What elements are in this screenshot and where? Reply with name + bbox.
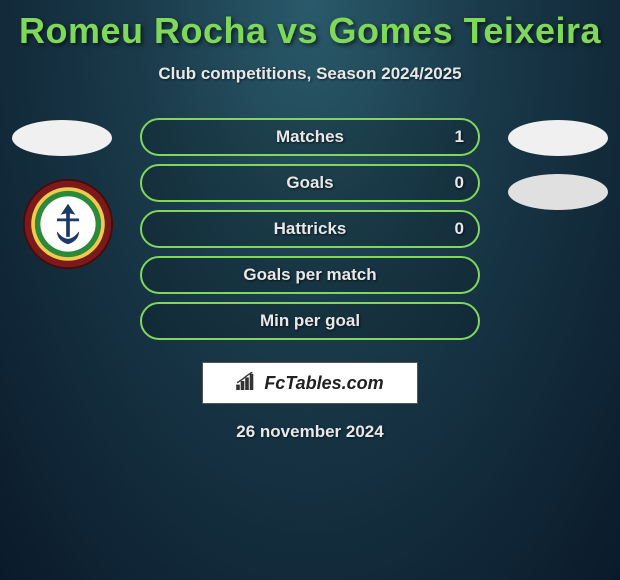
stat-row-goals-per-match: Goals per match	[140, 256, 480, 294]
stat-row-hattricks: Hattricks 0	[140, 210, 480, 248]
stat-right-value: 0	[455, 173, 464, 193]
stat-label: Goals	[286, 173, 333, 193]
brand-text: FcTables.com	[264, 373, 383, 394]
stats-container: Matches 1 Goals 0 Hattricks 0 Goals per …	[140, 118, 480, 348]
generation-date: 26 november 2024	[0, 422, 620, 442]
stat-row-goals: Goals 0	[140, 164, 480, 202]
stat-row-matches: Matches 1	[140, 118, 480, 156]
stat-right-value: 1	[455, 127, 464, 147]
page-subtitle: Club competitions, Season 2024/2025	[0, 64, 620, 84]
stat-label: Matches	[276, 127, 344, 147]
player-left-avatar	[12, 120, 112, 156]
player-right-avatar	[508, 120, 608, 156]
stat-row-min-per-goal: Min per goal	[140, 302, 480, 340]
brand-chart-icon	[236, 372, 258, 395]
page-title: Romeu Rocha vs Gomes Teixeira	[0, 0, 620, 52]
stat-label: Min per goal	[260, 311, 360, 331]
stat-label: Hattricks	[274, 219, 347, 239]
club-left-badge	[22, 178, 114, 270]
stat-label: Goals per match	[243, 265, 376, 285]
club-right-badge-placeholder	[508, 174, 608, 210]
brand-watermark: FcTables.com	[202, 362, 418, 404]
stat-right-value: 0	[455, 219, 464, 239]
